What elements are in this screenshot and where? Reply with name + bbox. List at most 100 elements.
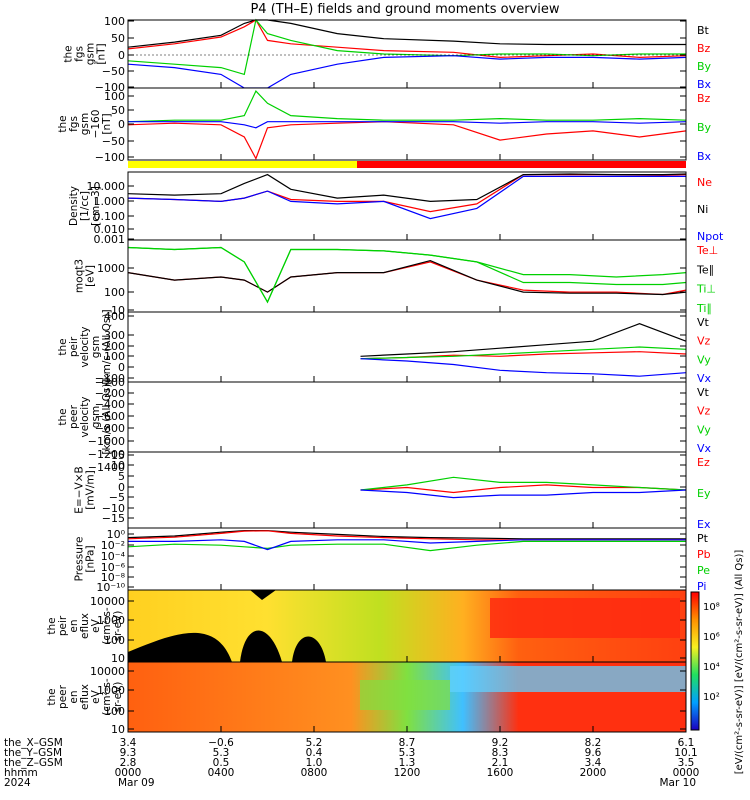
ylabel-line: (cm²-s- [101, 607, 113, 645]
ytick-label: 10⁻¹⁰ [96, 581, 125, 594]
xaxis-row-label: the_X–GSM [4, 737, 63, 749]
xaxis-value: 8.3 [492, 747, 509, 759]
ytick-label: 10000 [90, 595, 125, 608]
xaxis-value: 1.3 [399, 757, 416, 769]
peir_spec-gap-4 [250, 590, 276, 600]
figure-title: P4 (TH–E) fields and ground moments over… [250, 2, 559, 17]
ytick-label: −50 [102, 65, 125, 78]
colorbar-tick: 10⁴ [703, 662, 720, 673]
ylabel-line: Density [68, 186, 80, 226]
ytick-label: −100 [95, 81, 125, 94]
ylabel-line: velocity [79, 326, 91, 367]
ytick-label: −400 [95, 398, 125, 411]
ytick-label: 1000 [97, 684, 125, 697]
ytick-label: 100 [104, 90, 125, 103]
xaxis-row-label: hhmm [4, 767, 38, 779]
legend-fgs_zoom-Bx: Bx [697, 150, 712, 163]
ytick-label: 300 [104, 329, 125, 342]
ytick-label: 100 [104, 350, 125, 363]
xaxis-value: Mar 10 [659, 777, 696, 789]
ytick-label: −800 [95, 422, 125, 435]
ytick-label: 10⁰ [107, 528, 126, 541]
series-efield-Ex [360, 489, 687, 499]
ytick-label: 10 [111, 459, 125, 472]
ytick-label: 10⁻² [101, 539, 125, 552]
legend-peir_velocity-Vt: Vt [697, 316, 710, 329]
xaxis-value: 3.4 [585, 757, 602, 769]
ylabel-line: peir [57, 615, 69, 636]
panel-peir_spec: 10000 1000 100 10 thepeirenefluxeV(cm²-s-sr-… [46, 589, 687, 665]
panel-pressure: 10⁰10⁻²10⁻⁴10⁻⁶10⁻⁸10⁻¹⁰Pressure[nPa]PtP… [74, 527, 711, 594]
ylabel-line: the [46, 617, 58, 634]
series-efield-Ey [360, 476, 687, 491]
series-fgs-Bt [127, 19, 686, 48]
ylabel-line: eV [90, 689, 102, 703]
colorbar-scale [690, 591, 700, 731]
legend-pressure-Pi: Pi [697, 580, 706, 593]
ylabel-line: moqt3 [74, 259, 86, 293]
ytick-label: −100 [95, 372, 125, 385]
series-pressure-Pe [127, 540, 686, 552]
peer_velocity-background [128, 382, 686, 452]
legend-peir_velocity-Vy: Vy [697, 353, 711, 366]
legend-peir_velocity-Vx: Vx [697, 372, 712, 385]
panel-peer_spec: 10000 1000 100 10 thepeerenefluxeV(cm²-s-sr-… [46, 661, 687, 736]
xaxis-value: 8.7 [399, 737, 416, 749]
legend-fgs-By: By [697, 60, 712, 73]
ytick-label: −1200 [88, 448, 125, 461]
legend-peer_velocity-Vx: Vx [697, 442, 712, 455]
ylabel-line: gsm [85, 43, 97, 65]
ylabel-density: Density[1/cc][cm−3] [68, 186, 102, 226]
xaxis-value: 0800 [301, 767, 328, 779]
series-peir_velocity-Vy [360, 346, 687, 360]
ylabel-line: E=−V×B [74, 466, 86, 513]
ylabel-line: fgs [68, 116, 80, 132]
peir_spec-band [490, 598, 680, 638]
ylabel-line: eV [90, 618, 102, 632]
xaxis-value: Mar 09 [118, 777, 155, 789]
ytick-label: 100 [104, 15, 125, 28]
ytick-label: −5 [109, 491, 125, 504]
xaxis-value: 10.1 [674, 747, 697, 759]
ytick-label: −10 [102, 502, 125, 515]
ylabel-line: [mV/m] [85, 470, 97, 509]
colorbar-label: [eV/(cm²-s-sr-eV)] [eV/(cm²-s-sr-eV)] (A… [734, 550, 745, 775]
series-density-Ni [127, 173, 687, 203]
ytick-label: 100 [104, 634, 125, 647]
ytick-label: 10000 [90, 665, 125, 678]
colorbar-tick: 10⁶ [703, 632, 720, 643]
ylabel-temperature: moqt3[eV] [74, 259, 97, 293]
ytick-label: 1.000 [94, 195, 126, 208]
ylabel-line: [km/s (All Qs)] [101, 309, 113, 384]
colorbar: 10⁸ 10⁶ 10⁴ 10² [eV/(cm²-s-sr-eV)] [eV/(cm²-… [690, 550, 745, 775]
peir_spec-gap-1 [128, 632, 232, 662]
ylabel-line: velocity [79, 396, 91, 437]
ylabel-line: eflux [79, 684, 91, 710]
ylabel-line: the [57, 338, 69, 355]
ytick-label: −50 [102, 135, 125, 148]
series-fgs_zoom-By [127, 90, 687, 123]
xaxis-value: 0400 [208, 767, 235, 779]
ylabel-line: peer [57, 684, 69, 709]
ylabel-line: gsm [90, 336, 102, 358]
ytick-label: 15 [111, 449, 125, 462]
xaxis-value: −0.6 [208, 737, 234, 749]
series-fgs_zoom-Bx [128, 121, 687, 129]
series-pressure-Pt [127, 529, 686, 540]
series-peir_velocity-Vx [360, 358, 687, 377]
xaxis-row-label: the_Y–GSM [4, 747, 62, 759]
ylabel-line: peer [68, 404, 80, 429]
xaxis-value: 0000 [673, 767, 700, 779]
xaxis-value: 6.1 [678, 737, 695, 749]
efield-background [128, 452, 686, 528]
xaxis-value: 1200 [394, 767, 421, 779]
ytick-label: 0 [118, 361, 125, 374]
fgs_zoom-background [128, 88, 686, 160]
legend-efield-Ex: Ex [697, 518, 711, 531]
legend-temperature-Ti∥: Ti∥ [696, 302, 712, 315]
ytick-label: 0 [118, 49, 125, 62]
ytick-label: 0.010 [94, 223, 126, 236]
xaxis-value: 1600 [487, 767, 514, 779]
